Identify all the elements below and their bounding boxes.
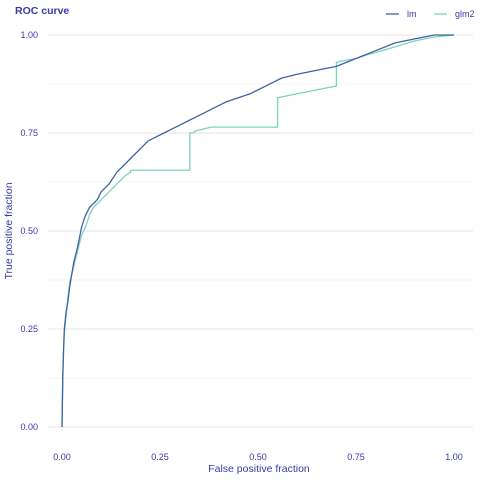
x-axis-label: False positive fraction [208,463,310,475]
legend-label-glm2: glm2 [455,9,475,19]
x-tick-label: 0.75 [347,452,365,462]
y-tick-label: 1.00 [20,30,38,40]
y-tick-label: 0.25 [20,324,38,334]
series-line-lm [61,34,454,428]
y-axis-label: True positive fraction [3,182,15,279]
y-tick-label: 0.50 [20,226,38,236]
legend: lm glm2 [386,9,475,19]
grid-lines [48,34,473,428]
y-tick-label: 0.75 [20,128,38,138]
legend-label-lm: lm [407,9,417,19]
x-tick-label: 1.00 [445,452,463,462]
x-tick-label: 0.25 [151,452,169,462]
series-lines [61,34,455,428]
x-tick-label: 0.50 [249,452,267,462]
tick-labels: 0.00 0.25 0.50 0.75 1.00 0.00 0.25 0.50 0.75 1.00 [20,30,462,462]
chart-title: ROC curve [15,5,69,17]
x-tick-label: 0.00 [53,452,71,462]
y-tick-label: 0.00 [20,422,38,432]
